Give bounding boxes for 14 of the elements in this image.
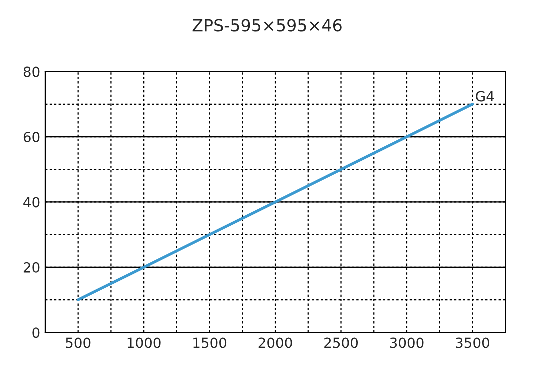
y-tick-label: 80: [24, 66, 40, 78]
x-tick-label: 1500: [194, 338, 227, 348]
x-tick-label: 3500: [456, 338, 490, 348]
chart-title: ZPS-595×595×46: [192, 19, 342, 32]
y-tick-label: 20: [24, 262, 40, 273]
x-tick-label: 2500: [324, 338, 358, 348]
x-tick-label: 2000: [258, 338, 292, 348]
series-label: G4: [476, 91, 494, 102]
x-tick-label: 500: [66, 338, 91, 348]
y-tick-label: 60: [24, 132, 40, 142]
y-tick-label: 0: [32, 328, 40, 338]
x-tick-label: 1000: [128, 338, 161, 348]
x-tick-label: 3000: [390, 338, 424, 348]
y-tick-label: 40: [24, 197, 40, 208]
